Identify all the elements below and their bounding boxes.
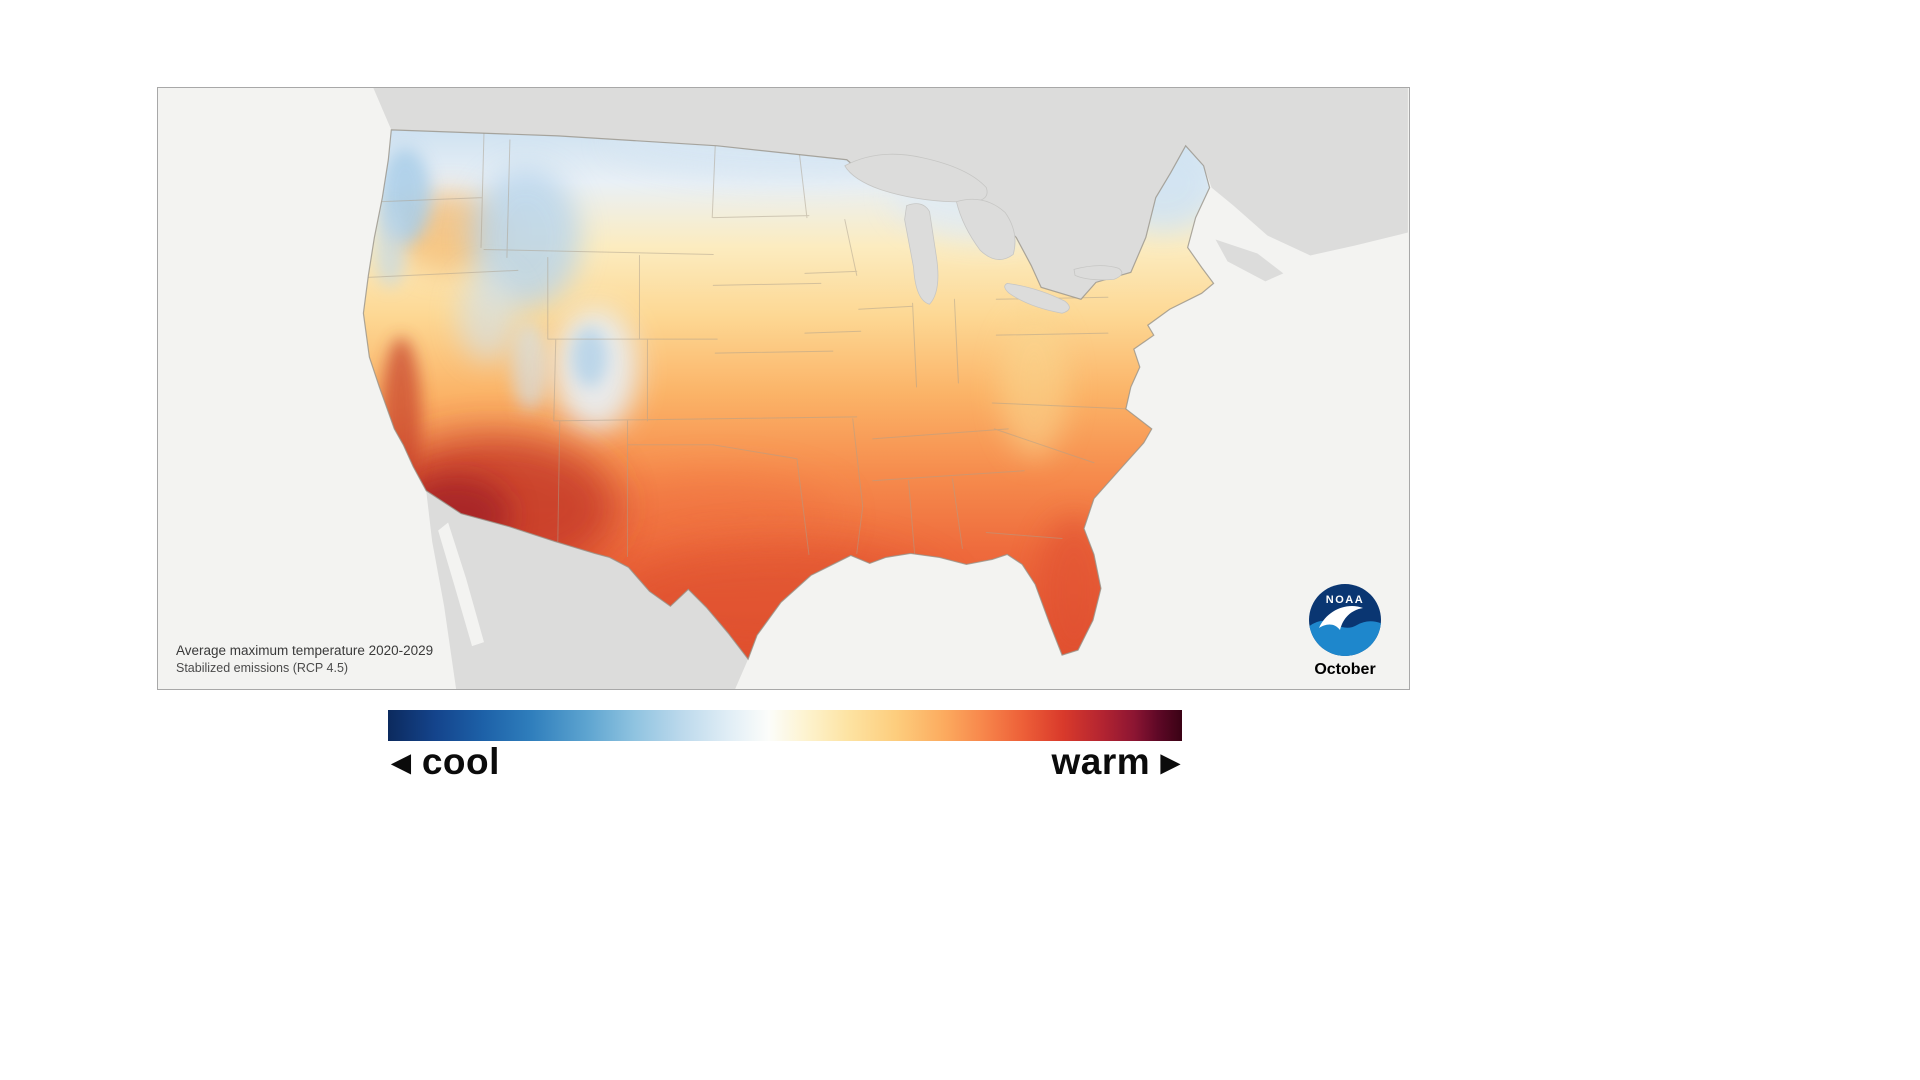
lake-ontario <box>1073 265 1123 281</box>
lake-erie <box>1004 282 1070 314</box>
month-label: October <box>1314 661 1376 678</box>
state-borders <box>366 131 1129 557</box>
map-caption: Average maximum temperature 2020-2029 St… <box>176 643 433 678</box>
caption-line2: Stabilized emissions (RCP 4.5) <box>176 661 349 676</box>
gulf-of-california <box>438 522 484 647</box>
lake-superior <box>844 153 988 203</box>
noaa-logo-text: NOAA <box>1326 594 1364 606</box>
map-panel: Average maximum temperature 2020-2029 St… <box>157 87 1410 690</box>
us-temperature-map <box>362 88 1408 689</box>
cool-label: ◂ cool <box>392 741 500 782</box>
great-lakes <box>844 153 1123 314</box>
caption-line1: Average maximum temperature 2020-2029 <box>176 642 434 658</box>
noaa-logo-block: NOAA October <box>1297 582 1393 679</box>
lake-huron <box>955 198 1016 260</box>
canada-landmass <box>373 88 1408 300</box>
lake-michigan <box>904 203 939 305</box>
noaa-logo-icon: NOAA <box>1309 584 1381 656</box>
warm-label: warm ▸ <box>1051 741 1180 782</box>
mexico-landmass <box>426 490 749 689</box>
temperature-colorbar <box>388 710 1182 741</box>
nova-scotia <box>1215 239 1284 282</box>
